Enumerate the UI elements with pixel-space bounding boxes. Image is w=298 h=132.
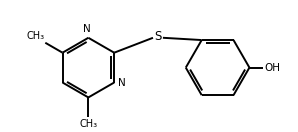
Text: CH₃: CH₃ xyxy=(26,31,44,41)
Text: S: S xyxy=(154,30,162,43)
Text: CH₃: CH₃ xyxy=(79,119,97,129)
Text: N: N xyxy=(83,24,91,34)
Text: OH: OH xyxy=(264,63,280,73)
Text: N: N xyxy=(118,77,126,88)
